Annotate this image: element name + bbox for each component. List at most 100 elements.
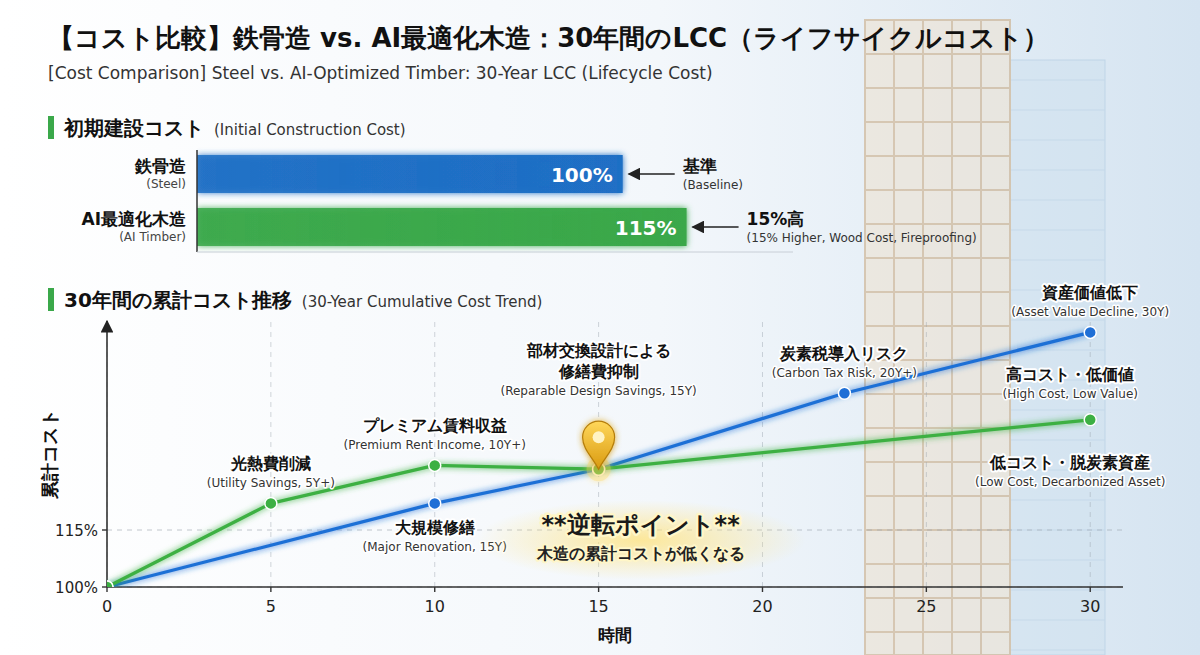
- point-annotation: 資産価値低下 (Asset Value Decline, 30Y): [1011, 283, 1169, 319]
- x-tick: [762, 587, 763, 592]
- annotations: 大規模修繕(Major Renovation, 15Y)炭素税導入リスク(Car…: [207, 283, 1169, 554]
- glass-line: [1010, 170, 1105, 171]
- annotation-sub: (Utility Savings, 5Y+): [207, 476, 335, 490]
- annotation: 基準: [682, 156, 717, 176]
- annotation: 高コスト・低価値: [1006, 365, 1134, 384]
- annotation: 大規模修繕: [395, 518, 475, 537]
- x-tick-label: 25: [916, 597, 936, 616]
- annotation: 炭素税導入リスク: [779, 344, 908, 363]
- point-annotation: 炭素税導入リスク(Carbon Tax Risk, 20Y+): [772, 344, 917, 380]
- category-label: 鉄骨造: [134, 156, 186, 176]
- y-tick: [102, 529, 107, 530]
- bars: [197, 155, 687, 246]
- grid-line-x: [107, 321, 108, 587]
- timber-floor: [865, 393, 1010, 395]
- y-tick: [102, 586, 107, 587]
- category-sublabel: (AI Timber): [119, 230, 186, 244]
- glass-tower: [1010, 60, 1105, 655]
- label-line: 修繕費抑制: [558, 362, 639, 381]
- grid-line-y: [107, 587, 1123, 588]
- glass-line: [1010, 410, 1105, 411]
- category-sublabel: (Steel): [146, 177, 186, 191]
- callout-text: 木造の累計コストが低くなる: [536, 544, 745, 563]
- marker: [107, 581, 113, 587]
- bar: [197, 208, 687, 246]
- x-tick: [106, 587, 107, 592]
- marker: [265, 497, 277, 509]
- data-label: 100%: [551, 163, 613, 187]
- x-tick-label: 30: [1080, 597, 1100, 616]
- timber-column: [1009, 20, 1011, 655]
- timber-floor: [865, 223, 1010, 225]
- marker: [107, 581, 113, 587]
- glass-line: [1010, 500, 1105, 501]
- timber-floor: [865, 189, 1010, 191]
- y-axis-label: 累計コスト: [39, 409, 60, 500]
- x-tick: [598, 587, 599, 592]
- timber-floor: [865, 461, 1010, 463]
- x-tick: [926, 587, 927, 592]
- annotation: 資産価値低下: [1041, 283, 1138, 302]
- glass-line: [1010, 110, 1105, 111]
- marker: [429, 497, 441, 509]
- timber-floor: [865, 495, 1010, 497]
- annotation: 部材交換設計による修繕費抑制: [526, 341, 671, 381]
- x-tick-label: 10: [425, 597, 445, 616]
- point-annotation: プレミアム賃料収益(Premium Rent Income, 10Y+): [344, 416, 526, 452]
- glass-line: [1010, 650, 1105, 651]
- grid: [107, 321, 1123, 587]
- glass-line: [1010, 260, 1105, 261]
- annotation: 低コスト・脱炭素資産: [989, 453, 1150, 472]
- value-axis-origin: [196, 150, 198, 252]
- glass-line: [1010, 80, 1105, 81]
- x-tick: [1090, 587, 1091, 592]
- timber-column: [951, 20, 953, 655]
- end-annotation: 低コスト・脱炭素資産(Low Cost, Decarbonized Asset): [975, 453, 1165, 489]
- timber-column: [980, 20, 982, 655]
- timber-floor: [865, 155, 1010, 157]
- section-subtitle: (30-Year Cumulative Cost Trend): [302, 293, 543, 311]
- marker: [1084, 326, 1096, 338]
- timber-column: [864, 20, 866, 655]
- grid-line-x: [926, 321, 927, 587]
- title: 【コスト比較】鉄骨造 vs. AI最適化木造：30年間のLCC（ライフサイクルコ…: [48, 23, 1049, 53]
- glass-line: [1010, 230, 1105, 231]
- callout-glow: [476, 500, 806, 580]
- glass-line: [1010, 320, 1105, 321]
- section-marker: [48, 288, 54, 311]
- x-tick: [270, 587, 271, 592]
- x-tick-label: 20: [752, 597, 772, 616]
- timber-floor: [865, 291, 1010, 293]
- series-line: [107, 420, 1090, 587]
- timber-column: [922, 20, 924, 655]
- x-tick-label: 5: [266, 597, 276, 616]
- section-title: 30年間の累計コスト推移: [64, 288, 292, 312]
- plot-marks: [107, 332, 1090, 587]
- glass-line: [1010, 620, 1105, 621]
- timber-floor: [865, 87, 1010, 89]
- marker: [429, 459, 441, 471]
- marker: [1084, 414, 1096, 426]
- annotation-sub: (Asset Value Decline, 30Y): [1011, 305, 1169, 319]
- timber-tower: [865, 20, 1010, 655]
- annotation-sub: (High Cost, Low Value): [1002, 387, 1137, 401]
- pin-dot: [593, 431, 605, 443]
- marker: [838, 387, 850, 399]
- annotation-arrow: [693, 226, 739, 228]
- timber-column: [893, 20, 895, 655]
- section-title: 初期建設コスト: [63, 116, 204, 140]
- reversal-pin: [583, 421, 615, 481]
- data-label: 115%: [615, 216, 677, 240]
- x-tick: [434, 587, 435, 592]
- bar: [197, 155, 623, 193]
- point-annotation: 光熱費削減(Utility Savings, 5Y+): [207, 454, 335, 490]
- infographic: 【コスト比較】鉄骨造 vs. AI最適化木造：30年間のLCC（ライフサイクルコ…: [0, 0, 1200, 655]
- markers: [107, 326, 1096, 587]
- glass-line: [1010, 200, 1105, 201]
- annotation-arrow: [629, 173, 675, 175]
- label-line: 部材交換設計による: [526, 341, 671, 360]
- annotation-sub: (15% Higher, Wood Cost, Fireproofing): [747, 231, 977, 245]
- section-marker: [48, 116, 54, 139]
- annotation: プレミアム賃料収益: [363, 416, 507, 435]
- timber-floor: [865, 19, 1010, 21]
